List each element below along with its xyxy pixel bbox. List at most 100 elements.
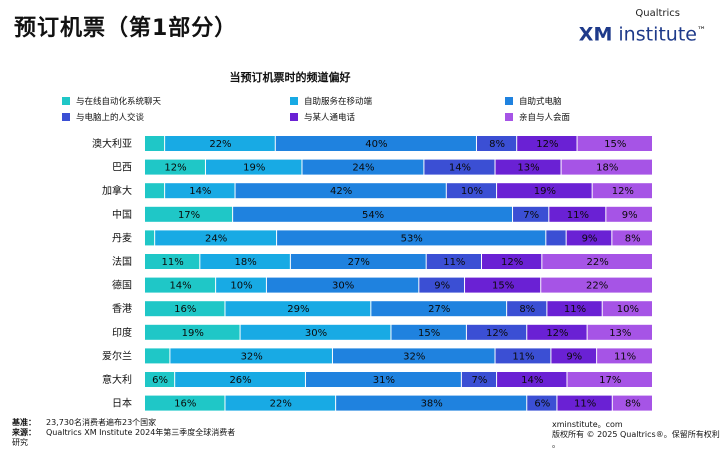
data-label: 8% — [519, 304, 535, 315]
category-label: 澳大利亚 — [92, 137, 132, 150]
brand-institute-text: institute — [618, 23, 697, 46]
category-label: 印度 — [112, 326, 132, 339]
footer-source: 来源： Qualtrics XM Institute 2024年第三季度全球消费者 — [12, 428, 235, 438]
data-label: 15% — [604, 139, 626, 150]
data-label: 11% — [162, 257, 184, 268]
legend-item-phone: 与某人通电话 — [290, 111, 355, 123]
brand-qualtrics-text: Qualtrics — [635, 8, 680, 19]
category-label: 法国 — [112, 255, 132, 268]
data-label: 24% — [205, 233, 227, 244]
data-label: 8% — [625, 233, 641, 244]
data-label: 10% — [617, 304, 639, 315]
bar-segment — [542, 254, 652, 269]
footer-base-label: 基准： — [12, 418, 36, 427]
data-label: 16% — [174, 399, 196, 410]
footer-source-text: Qualtrics XM Institute 2024年第三季度全球消费者 — [46, 428, 236, 437]
brand-logo: Qualtrics XM institute™ — [579, 8, 706, 45]
data-label: 22% — [587, 257, 609, 268]
data-label: 13% — [609, 328, 631, 339]
bar-segment — [461, 372, 497, 387]
bar-segment — [200, 254, 290, 269]
footer-source-cont: 研究 — [12, 438, 28, 447]
bar-segment — [602, 301, 652, 317]
bar-segment — [290, 254, 426, 269]
data-label: 18% — [596, 163, 618, 174]
category-label: 爱尔兰 — [102, 349, 132, 362]
footer-base: 基准： 23,730名消费者遍布23个国家 — [12, 418, 235, 428]
legend-swatch — [62, 113, 70, 121]
data-label: 30% — [305, 328, 327, 339]
bar-segment — [233, 206, 513, 222]
data-label: 7% — [523, 210, 539, 221]
bar-segment — [145, 206, 233, 222]
bar-segment — [336, 395, 527, 411]
bar-segment — [225, 395, 336, 411]
data-label: 10% — [461, 186, 483, 197]
bar-segment — [371, 301, 507, 317]
category-label: 德国 — [112, 279, 132, 292]
data-label: 19% — [243, 163, 265, 174]
category-label: 日本 — [112, 397, 132, 410]
bar-segment — [235, 183, 446, 199]
footer-copyright: 版权所有 © 2025 Qualtrics®。保留所有权利 — [552, 430, 720, 439]
data-label: 14% — [449, 163, 471, 174]
legend-label: 与电脑上的人交谈 — [76, 113, 145, 123]
bar-segment — [145, 277, 216, 293]
bar-segment — [145, 183, 165, 199]
bar-segment — [225, 301, 371, 317]
bar-segment — [597, 348, 652, 364]
bar-segment — [145, 301, 225, 317]
data-label: 22% — [209, 139, 231, 150]
data-label: 26% — [229, 375, 251, 386]
data-label: 8% — [625, 399, 641, 410]
data-label: 11% — [443, 257, 465, 268]
bar-segment — [551, 348, 597, 364]
bar-segment — [527, 395, 557, 411]
bar-segment — [606, 206, 652, 222]
bar-segment — [507, 301, 547, 317]
bar-segment — [266, 277, 419, 293]
data-label: 11% — [567, 210, 589, 221]
bar-segment — [145, 230, 155, 246]
bar-segment — [175, 372, 305, 387]
bar-segment — [155, 230, 277, 246]
legend-item-computer-self-service: 自助式电脑 — [505, 95, 562, 107]
bar-segment — [305, 372, 461, 387]
bar-segment — [275, 136, 476, 151]
bar-segment — [612, 395, 652, 411]
bar-segment — [277, 230, 546, 246]
footer-source-label: 来源： — [12, 428, 36, 437]
data-label: 53% — [401, 233, 423, 244]
legend-swatch — [505, 97, 513, 105]
data-label: 12% — [486, 328, 508, 339]
bar-segment — [446, 183, 497, 199]
chart-legend: 与在线自动化系统聊天 自助服务在移动端 自助式电脑 与电脑上的人交谈 与某人通电… — [0, 0, 720, 130]
bar-segment — [302, 159, 424, 175]
data-label: 27% — [348, 257, 370, 268]
category-label: 丹麦 — [112, 232, 132, 244]
data-label: 12% — [501, 257, 523, 268]
category-label: 加拿大 — [102, 184, 132, 197]
data-label: 18% — [234, 257, 256, 268]
bar-segment — [476, 136, 517, 151]
data-label: 54% — [362, 210, 384, 221]
footer-right: xminstitute。com 版权所有 © 2025 Qualtrics®。保… — [552, 420, 720, 450]
legend-swatch — [505, 113, 513, 121]
data-label: 12% — [546, 328, 568, 339]
data-label: 31% — [373, 375, 395, 386]
data-label: 9% — [622, 210, 638, 221]
bar-segment — [170, 348, 332, 364]
data-label: 38% — [421, 399, 443, 410]
category-label: 香港 — [112, 303, 132, 315]
bar-segment — [419, 277, 465, 293]
data-label: 22% — [270, 399, 292, 410]
bar-segment — [466, 324, 527, 340]
bar-segment — [391, 324, 466, 340]
bar-segment — [165, 136, 275, 151]
bar-segment — [566, 230, 612, 246]
data-label: 13% — [517, 163, 539, 174]
bar-segment — [527, 324, 587, 340]
legend-swatch — [290, 97, 298, 105]
footer-notes: 基准： 23,730名消费者遍布23个国家 来源： Qualtrics XM Ins… — [12, 418, 235, 448]
data-label: 15% — [418, 328, 440, 339]
